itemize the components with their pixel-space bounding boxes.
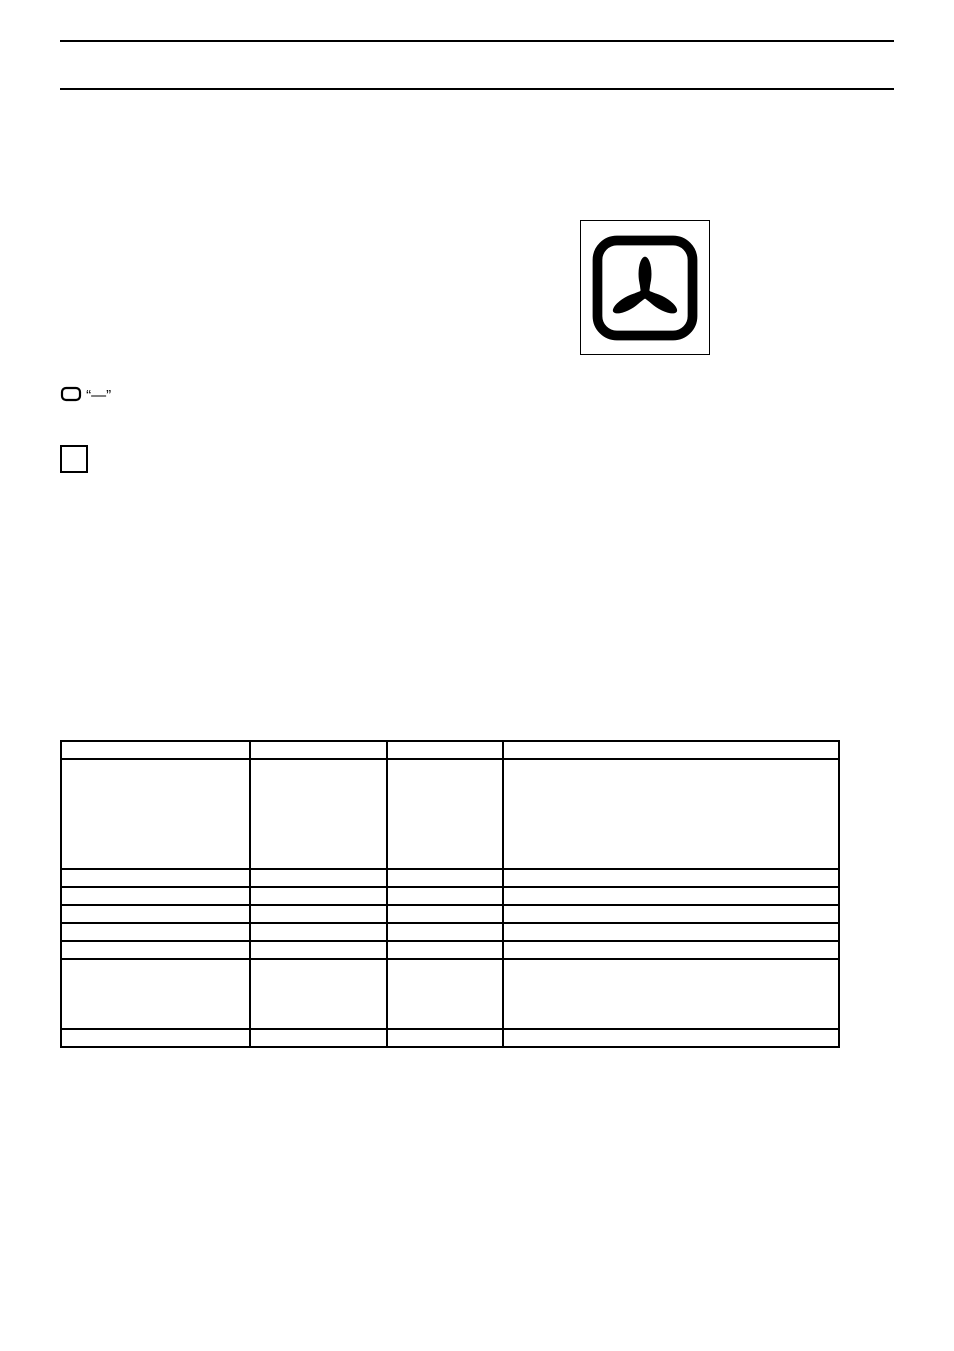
cell xyxy=(503,759,839,869)
cell xyxy=(503,923,839,941)
stop-button-line: “—” xyxy=(60,385,820,407)
cell xyxy=(61,887,250,905)
square-line xyxy=(60,445,820,473)
stop-line-quote-close: ” xyxy=(106,387,111,404)
cell xyxy=(387,905,503,923)
col-header-4 xyxy=(503,741,839,759)
cell xyxy=(387,941,503,959)
stop-button-icon xyxy=(60,386,82,402)
cell xyxy=(250,759,387,869)
page: “—” xyxy=(0,0,954,1351)
col-header-2 xyxy=(250,741,387,759)
cell xyxy=(503,1029,839,1047)
top-rule-2 xyxy=(60,88,894,90)
cell xyxy=(503,941,839,959)
table-row xyxy=(61,941,839,959)
cell xyxy=(387,887,503,905)
cell xyxy=(250,1029,387,1047)
table-row xyxy=(61,959,839,1029)
cell xyxy=(250,869,387,887)
table-row xyxy=(61,759,839,869)
cell xyxy=(61,1029,250,1047)
square-icon xyxy=(60,445,88,473)
cell xyxy=(503,887,839,905)
cell xyxy=(61,923,250,941)
cell xyxy=(250,923,387,941)
cell xyxy=(387,1029,503,1047)
table-row xyxy=(61,869,839,887)
cooking-table xyxy=(60,740,840,1048)
cell xyxy=(250,905,387,923)
cell xyxy=(250,959,387,1029)
cell xyxy=(503,959,839,1029)
table-row xyxy=(61,1029,839,1047)
cell xyxy=(250,941,387,959)
cell xyxy=(61,959,250,1029)
cell xyxy=(61,759,250,869)
cell xyxy=(250,887,387,905)
cell xyxy=(387,923,503,941)
table-head-row xyxy=(61,741,839,759)
cell xyxy=(61,869,250,887)
cell xyxy=(387,759,503,869)
cell xyxy=(61,905,250,923)
stop-line-dash: — xyxy=(91,387,106,404)
table-row xyxy=(61,887,839,905)
cell xyxy=(387,959,503,1029)
cell xyxy=(387,869,503,887)
fan-icon xyxy=(591,234,699,342)
cell xyxy=(503,905,839,923)
cell xyxy=(61,941,250,959)
cell xyxy=(503,869,839,887)
table-row xyxy=(61,923,839,941)
col-header-1 xyxy=(61,741,250,759)
col-header-3 xyxy=(387,741,503,759)
fan-mode-icon xyxy=(580,220,710,355)
top-rule-1 xyxy=(60,40,894,42)
table-row xyxy=(61,905,839,923)
